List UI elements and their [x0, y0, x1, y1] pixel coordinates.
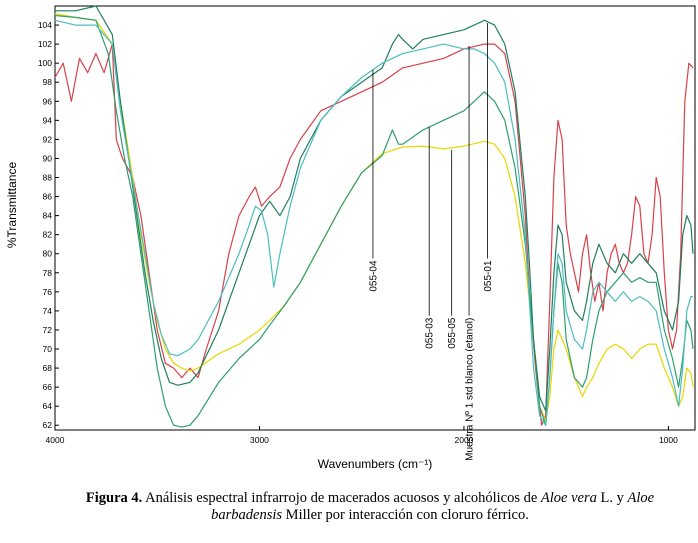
- x-tick-label: 3000: [250, 435, 269, 445]
- y-tick-label: 62: [43, 420, 53, 430]
- y-axis-label: %Transmittance: [5, 162, 19, 249]
- y-tick-label: 90: [43, 153, 53, 163]
- y-tick-label: 100: [38, 58, 52, 68]
- y-tick-label: 84: [43, 211, 53, 221]
- x-tick-label: 2000: [454, 435, 473, 445]
- x-axis-label: Wavenumbers (cm⁻¹): [318, 457, 433, 471]
- series-line-4: [55, 5, 694, 412]
- y-tick-label: 94: [43, 115, 53, 125]
- y-tick-label: 70: [43, 344, 53, 354]
- y-tick-label: 104: [38, 20, 52, 30]
- y-tick-label: 102: [38, 39, 52, 49]
- y-tick-label: 74: [43, 306, 53, 316]
- y-tick-label: 72: [43, 325, 53, 335]
- y-tick-label: 80: [43, 249, 53, 259]
- y-tick-label: 92: [43, 134, 53, 144]
- y-tick-label: 76: [43, 287, 53, 297]
- annotation-label-3: 055-05: [447, 317, 458, 349]
- y-tick-label: 88: [43, 173, 53, 183]
- figure-label: Figura 4.: [85, 490, 143, 506]
- figure-caption: Figura 4. Análisis espectral infrarrojo …: [80, 490, 660, 524]
- x-tick-label: 4000: [46, 435, 65, 445]
- caption-text-2: L. y: [596, 490, 628, 506]
- axes: 62 64 66 68 70 72 74 76 78 80 82 84 86 88 90 92 94 96 98 10…: [38, 20, 678, 445]
- x-tick-label: 1000: [659, 435, 678, 445]
- caption-text-1: Análisis espectral infrarrojo de macerad…: [142, 490, 541, 506]
- annotation-label-1: 055-04: [368, 260, 379, 292]
- y-tick-label: 86: [43, 192, 53, 202]
- annotation-label-2: 055-03: [425, 317, 436, 349]
- annotation-label-5: 055-01: [483, 260, 494, 292]
- series-line-3: [54, 14, 694, 428]
- y-tick-label: 98: [43, 77, 53, 87]
- y-tick-label: 66: [43, 382, 53, 392]
- annotation-group: 055-04 055-03 055-05 Muestra Nº 1 std blanc…: [368, 23, 494, 461]
- series-line-2: [54, 13, 694, 422]
- annotation-label-4: Muestra Nº 1 std blanco (etanol): [465, 318, 476, 461]
- caption-text-3: Miller por interacción con cloruro férri…: [282, 507, 529, 523]
- y-tick-label: 96: [43, 96, 53, 106]
- y-tick-label: 78: [43, 268, 53, 278]
- series-line-5: [54, 19, 693, 426]
- caption-species-1: Aloe vera: [540, 490, 597, 506]
- caption-species-2: Aloe barbadensis: [211, 490, 655, 523]
- y-tick-label: 82: [43, 230, 53, 240]
- plot-area: [54, 5, 696, 431]
- y-tick-label: 68: [43, 363, 53, 373]
- y-tick-label: 64: [43, 401, 53, 411]
- plot-frame: [54, 5, 696, 431]
- series-line-1: [54, 43, 694, 426]
- series-group: [54, 5, 694, 428]
